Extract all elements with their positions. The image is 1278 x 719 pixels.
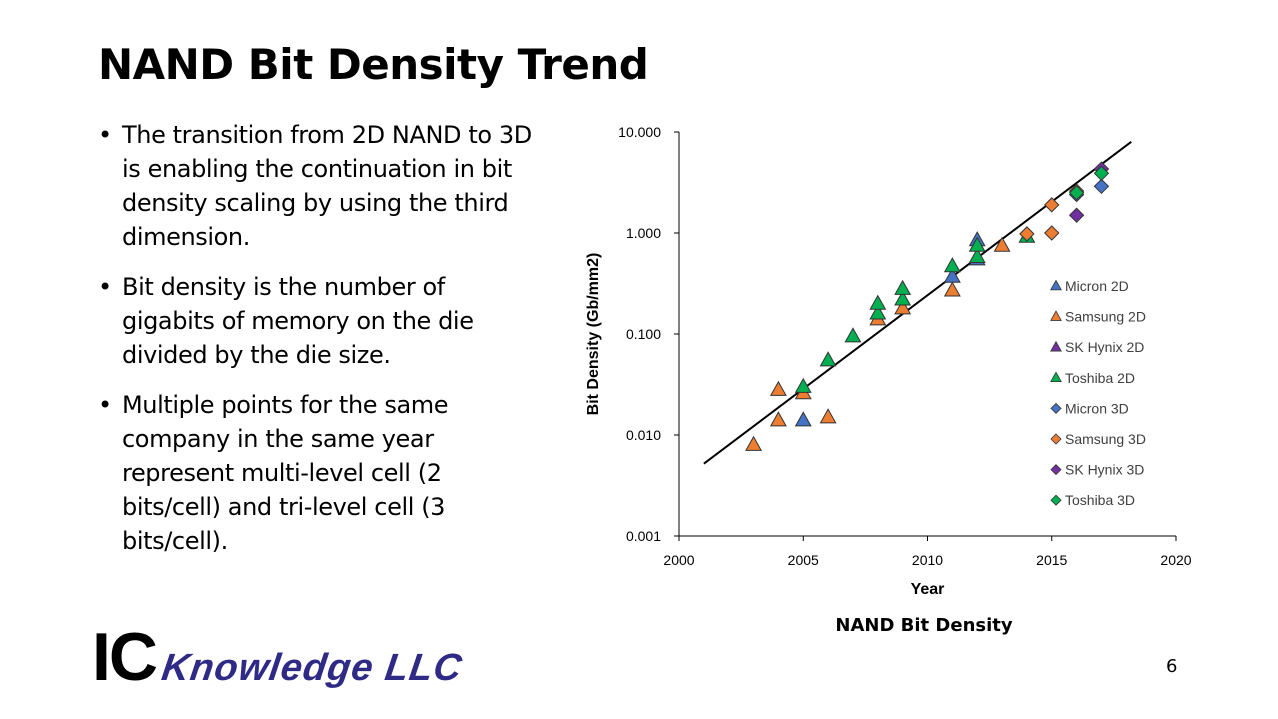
slide-title: NAND Bit Density Trend: [98, 40, 649, 89]
data-point-samsung-2d: [894, 299, 912, 315]
bullet-dot: •: [98, 273, 112, 301]
legend-label: Samsung 3D: [1065, 431, 1146, 447]
legend-label: Samsung 2D: [1065, 309, 1146, 325]
data-point-toshiba-3d: [1068, 185, 1085, 201]
y-tick-label: 1.000: [626, 225, 661, 241]
legend-label: SK Hynix 2D: [1065, 339, 1144, 355]
data-point-micron-3d: [1093, 178, 1110, 195]
data-point-samsung-2d: [769, 411, 787, 427]
company-logo: ICKnowledge LLC: [92, 618, 466, 696]
data-point-samsung-3d: [1044, 225, 1060, 241]
x-tick-label: 2020: [1160, 552, 1191, 568]
x-tick-label: 2000: [663, 552, 694, 568]
legend-marker-micron-3d: [1050, 402, 1062, 414]
bullet-text: The transition from 2D NAND to 3D is ena…: [122, 121, 532, 251]
x-axis-title: Year: [911, 581, 945, 598]
legend-marker-samsung-3d: [1050, 433, 1062, 445]
data-point-toshiba-2d: [968, 236, 986, 252]
data-point-toshiba-2d: [869, 294, 887, 310]
data-point-samsung-2d: [943, 281, 961, 297]
data-point-samsung-2d: [993, 236, 1011, 252]
logo-knowledge-text: Knowledge LLC: [159, 647, 466, 689]
legend-marker-micron-2d: [1050, 279, 1062, 291]
x-tick-label: 2015: [1036, 552, 1067, 568]
data-point-toshiba-2d: [819, 351, 837, 367]
data-point-toshiba-2d: [968, 247, 986, 263]
trend-line: [703, 140, 1132, 465]
y-axis-title: Bit Density (Gb/mm2): [585, 253, 602, 416]
legend-label: Toshiba 3D: [1065, 492, 1135, 508]
legend-label: Micron 3D: [1065, 400, 1129, 416]
data-point-toshiba-2d: [943, 257, 961, 273]
data-point-samsung-2d: [745, 435, 763, 451]
data-point-toshiba-2d: [844, 327, 862, 343]
data-point-samsung-2d: [769, 380, 787, 396]
bullet-item: • Bit density is the number of gigabits …: [96, 270, 536, 372]
y-tick-label: 0.001: [626, 528, 661, 544]
bullet-text: Bit density is the number of gigabits of…: [122, 273, 474, 369]
bullet-dot: •: [98, 391, 112, 419]
x-tick-label: 2005: [788, 552, 819, 568]
legend-marker-sk-hynix-2d: [1050, 340, 1062, 352]
chart-caption: NAND Bit Density: [835, 615, 1013, 636]
data-point-samsung-3d: [1019, 226, 1035, 242]
x-tick-label: 2010: [912, 552, 943, 568]
data-point-toshiba-3d: [1093, 165, 1110, 182]
y-tick-label: 10.000: [618, 124, 661, 140]
legend-marker-sk-hynix-3d: [1050, 464, 1062, 476]
bullet-text: Multiple points for the same company in …: [122, 391, 449, 555]
data-point-sk-hynix-3d: [1068, 207, 1085, 223]
data-point-toshiba-2d: [869, 304, 887, 320]
bullet-item: • The transition from 2D NAND to 3D is en…: [96, 118, 536, 254]
logo-ic-text: IC: [92, 619, 158, 695]
legend-marker-toshiba-2d: [1050, 371, 1062, 383]
y-tick-label: 0.010: [626, 427, 661, 443]
bullet-list: • The transition from 2D NAND to 3D is en…: [96, 118, 536, 574]
y-tick-label: 0.100: [626, 326, 661, 342]
data-point-toshiba-2d: [894, 279, 912, 295]
data-point-samsung-2d: [819, 408, 837, 424]
legend-label: Toshiba 2D: [1065, 370, 1135, 386]
bullet-dot: •: [98, 121, 112, 149]
data-point-micron-2d: [794, 411, 812, 427]
bullet-item: • Multiple points for the same company in…: [96, 388, 536, 558]
legend-label: Micron 2D: [1065, 278, 1129, 294]
data-point-toshiba-2d: [794, 377, 812, 393]
page-number: 6: [1166, 656, 1178, 677]
legend-marker-samsung-2d: [1050, 310, 1062, 321]
legend-marker-toshiba-3d: [1050, 494, 1062, 506]
data-point-samsung-3d: [1044, 197, 1060, 213]
data-point-toshiba-2d: [894, 290, 912, 306]
legend-label: SK Hynix 3D: [1065, 462, 1144, 478]
